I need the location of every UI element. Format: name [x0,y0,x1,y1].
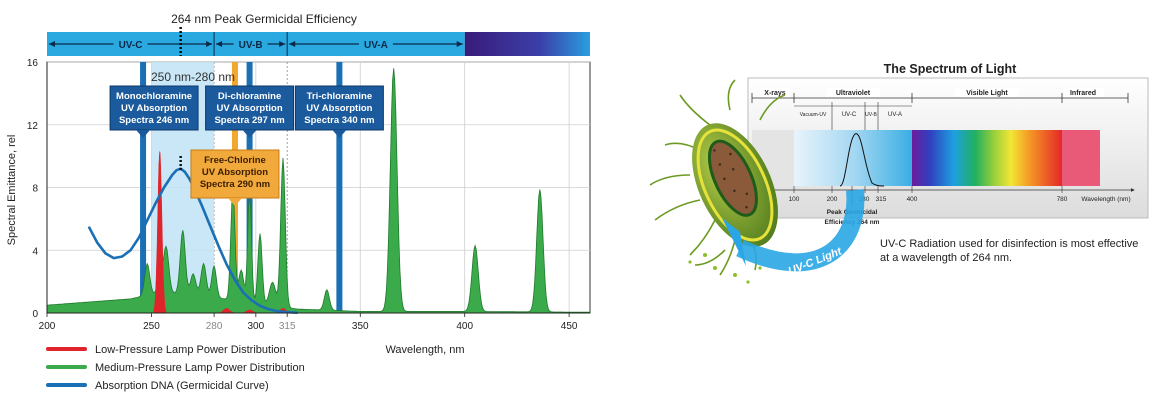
absorption-marker-box [205,85,295,131]
visible-band-segment [464,32,590,56]
band-label: UV-B [239,40,263,51]
band-arrow-left [216,41,223,47]
absorption-marker-text: Tri-chloramine [307,91,372,102]
legend: Low-Pressure Lamp Power Distribution Medi… [46,344,305,392]
tick-780: 780 [1057,196,1068,203]
x-tick-label: 250 [143,321,160,332]
uv-band-bar: UV-C UV-B UV-A [47,32,590,56]
tick-315: 315 [876,196,887,203]
highlight-range-label: 250 nm-280 nm [151,70,235,84]
y-tick-label: 12 [27,121,39,132]
chart-title: 264 nm Peak Germicidal Efficiency [171,12,357,26]
band-uvc: UV-C [842,112,857,118]
dna-absorption-series [87,167,298,314]
x-tick-label: 280 [206,321,223,332]
y-tick-label: 0 [32,309,38,320]
band-arrow-left [49,41,55,47]
spectrum-x-label: Wavelength (nm) [1081,196,1130,203]
spectrum-band-header: X-rays Ultraviolet Visible Light Infrare… [751,88,1129,103]
caption-line1: UV-C Radiation used for disinfection is … [880,238,1138,250]
tick-200: 200 [827,196,838,203]
uv-region-fill [794,130,912,186]
y-tick-label: 16 [27,58,39,69]
tick-400: 400 [907,196,918,203]
band-infrared: Infrared [1070,90,1096,97]
uvc-germicidal-curve [839,133,885,187]
absorption-marker-text: Spectra 246 nm [119,115,189,126]
absorption-marker-text: UV Absorption [202,167,268,178]
absorption-marker-pointer [242,130,257,138]
bacterium-membrane [696,128,774,242]
x-tick-label: 350 [352,321,369,332]
band-xrays: X-rays [764,90,786,97]
band-label-bg [113,38,148,50]
absorption-marker-box [190,149,280,199]
x-tick-label: 200 [39,321,56,332]
legend-label: Medium-Pressure Lamp Power Distribution [95,362,305,374]
x-tick-label: 315 [279,321,296,332]
absorption-marker-text: UV Absorption [306,103,372,114]
band-label: UV-A [364,40,388,51]
spectrum-title: The Spectrum of Light [884,62,1017,76]
band-arrow-right [206,41,213,47]
legend-label: Absorption DNA (Germicidal Curve) [95,380,269,392]
band-arrow-right [279,41,286,47]
flagella [649,79,786,276]
visible-spectrum-fill [912,130,1062,186]
band-uva: UV-A [888,112,902,118]
low-pressure-peak [153,151,167,314]
absorption-marker-pointer [136,130,151,138]
spectrum-of-light-diagram: The Spectrum of Light X-rays Ultraviolet… [649,62,1149,284]
y-axis-label: Spectral Emittance, rel [6,135,18,246]
legend-label: Low-Pressure Lamp Power Distribution [95,344,286,356]
x-tick-label: 450 [561,321,578,332]
absorption-marker-text: UV Absorption [121,103,187,114]
absorption-marker-text: Spectra 290 nm [200,179,270,190]
absorption-marker-box [294,85,384,131]
low-pressure-peak [216,308,237,314]
absorption-marker-text: Di-chloramine [218,91,281,102]
absorption-marker-text: UV Absorption [217,103,283,114]
bacterium-illustration [649,79,786,284]
axes: 200 250 280 300 315 350 400 450 0 4 8 12 16 [27,58,590,332]
uv-sub-bands: Vacuum-UV UV-C UV-B UV-A [794,102,912,132]
tick-100: 100 [789,196,800,203]
absorption-marker-box [109,85,199,131]
band-arrow-right [456,41,463,47]
y-tick-label: 4 [32,246,38,257]
band-label-bg [233,38,268,50]
absorption-marker-text: Free-Chlorine [204,155,266,166]
caption-line2: at a wavelength of 264 nm. [880,252,1012,264]
medium-pressure-series [46,68,591,314]
dna-absorption-curve [87,167,298,314]
y-tick-label: 8 [32,184,38,195]
bacterium-nucleus [707,139,758,217]
absorption-marker-pointer [227,198,242,206]
band-ultraviolet: Ultraviolet [836,90,871,97]
x-tick-label: 300 [248,321,265,332]
x-axis-label: Wavelength, nm [385,344,464,356]
absorption-marker-text: Spectra 297 nm [214,115,284,126]
infrared-fill [1062,130,1100,186]
band-arrow-left [289,41,296,47]
band-visible: Visible Light [966,90,1008,97]
band-vacuum-uv: Vacuum-UV [800,112,827,118]
absorption-marker-pointer [332,130,347,138]
medium-pressure-area [46,68,591,314]
x-tick-label: 400 [456,321,473,332]
band-uvb: UV-B [865,112,877,118]
fragments [688,253,762,284]
nucleus-specks [713,149,749,209]
band-label-bg [358,38,393,50]
absorption-marker-text: Monochloramine [116,91,192,102]
absorption-marker-text: Spectra 340 nm [304,115,374,126]
band-label: UV-C [119,40,143,51]
